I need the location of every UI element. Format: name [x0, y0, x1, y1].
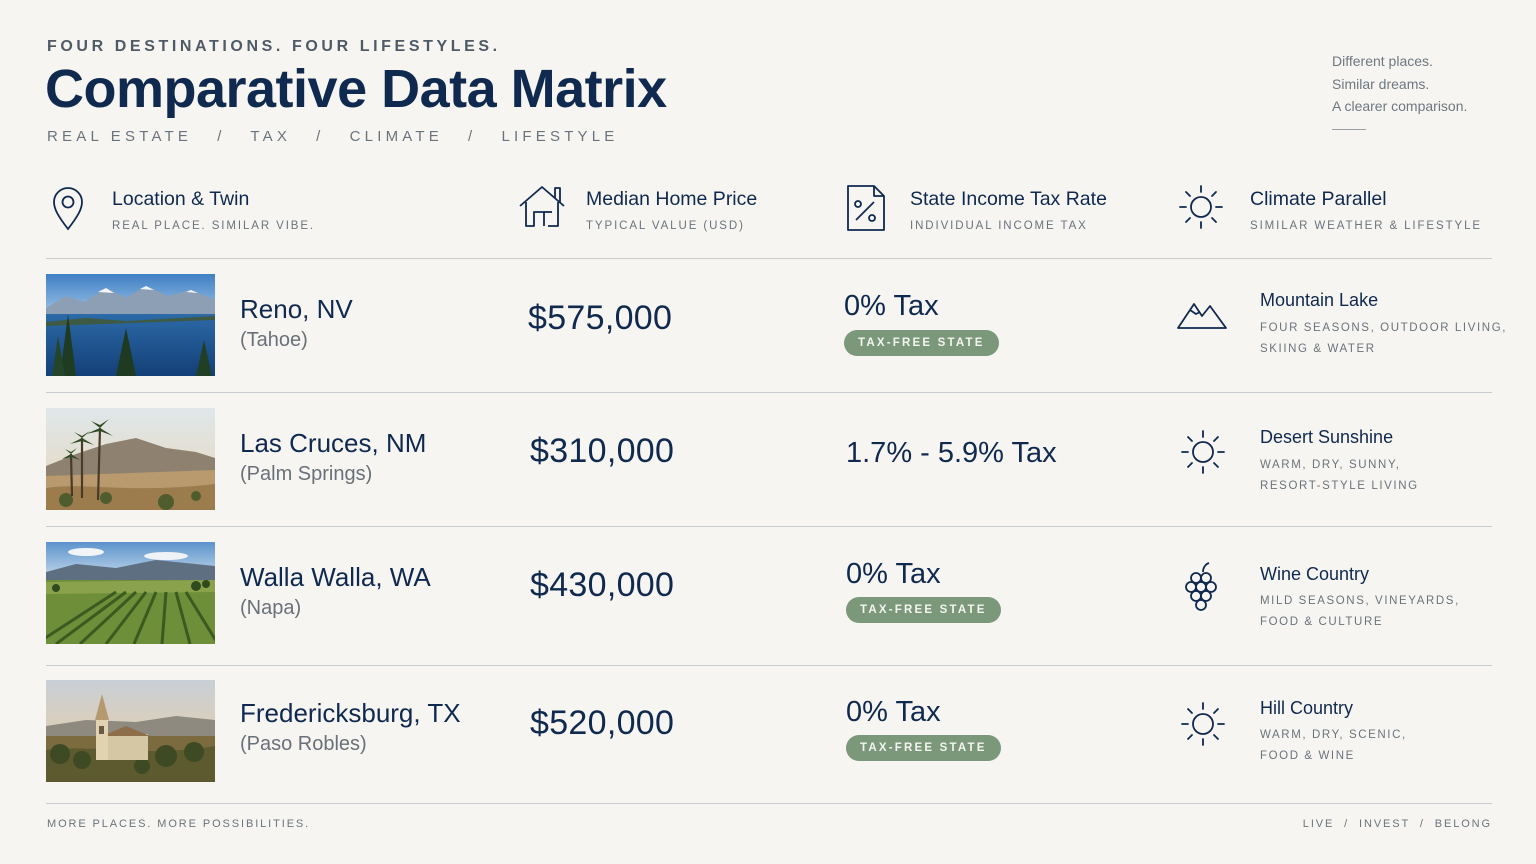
column-title: Median Home Price: [586, 188, 758, 210]
divider: [46, 526, 1492, 527]
climate-description: FOUR SEASONS, OUTDOOR LIVING, SKIING & W…: [1260, 318, 1507, 360]
median-price: $520,000: [530, 704, 675, 742]
climate-description: WARM, DRY, SCENIC, FOOD & WINE: [1260, 725, 1407, 767]
house-icon: [518, 182, 568, 232]
city-name: Reno, NV: [240, 294, 353, 324]
eyebrow-text: FOUR DESTINATIONS. FOUR LIFESTYLES.: [47, 38, 501, 55]
column-title: State Income Tax Rate: [910, 188, 1107, 210]
table-row: Walla Walla, WA (Napa) $430,000 0% Tax T…: [0, 540, 1536, 650]
desert-palms-photo: [46, 408, 215, 510]
median-price: $430,000: [530, 566, 675, 604]
column-subtitle: TYPICAL VALUE (USD): [586, 220, 745, 232]
mountain-lake-photo: [46, 274, 215, 376]
climate-description-line: FOUR SEASONS, OUTDOOR LIVING,: [1260, 322, 1508, 334]
climate-description-line: RESORT-STYLE LIVING: [1260, 480, 1419, 492]
tax-free-badge: TAX-FREE STATE: [846, 597, 1001, 623]
climate-title: Desert Sunshine: [1260, 427, 1394, 447]
vineyard-photo: [46, 542, 215, 644]
tagline-line: Similar dreams.: [1332, 75, 1430, 92]
tagline-line: A clearer comparison.: [1332, 98, 1468, 114]
table-row: Fredericksburg, TX (Paso Robles) $520,00…: [0, 678, 1536, 788]
twin-location: (Napa): [240, 597, 302, 619]
footer-right-text: LIVE / INVEST / BELONG: [1302, 818, 1492, 830]
grapes-icon: [1176, 560, 1228, 612]
percent-document-icon: [844, 182, 894, 232]
climate-description: MILD SEASONS, VINEYARDS, FOOD & CULTURE: [1260, 591, 1460, 633]
column-header-location: Location & Twin REAL PLACE. SIMILAR VIBE…: [46, 180, 486, 240]
climate-description: WARM, DRY, SUNNY, RESORT-STYLE LIVING: [1260, 455, 1419, 497]
twin-location: (Tahoe): [240, 329, 308, 351]
city-name: Fredericksburg, TX: [240, 698, 461, 728]
column-header-tax: State Income Tax Rate INDIVIDUAL INCOME …: [844, 180, 1144, 240]
table-row: Las Cruces, NM (Palm Springs) $310,000 1…: [0, 406, 1536, 516]
sun-icon: [1176, 698, 1228, 750]
tagline-line: Different places.: [1332, 53, 1433, 69]
column-subtitle: SIMILAR WEATHER & LIFESTYLE: [1250, 220, 1482, 232]
tax-rate: 0% Tax: [844, 290, 939, 322]
city-name: Las Cruces, NM: [240, 428, 427, 458]
climate-description-line: FOOD & WINE: [1260, 750, 1355, 762]
climate-title: Mountain Lake: [1260, 290, 1379, 310]
divider: [46, 665, 1492, 666]
climate-description-line: FOOD & CULTURE: [1260, 616, 1384, 628]
table-row: Reno, NV (Tahoe) $575,000 0% Tax TAX-FRE…: [0, 272, 1536, 382]
climate-description-line: SKIING & WATER: [1260, 343, 1376, 355]
divider: [46, 258, 1492, 259]
climate-description-line: WARM, DRY, SCENIC,: [1260, 729, 1407, 741]
column-header-price: Median Home Price TYPICAL VALUE (USD): [518, 180, 818, 240]
sun-icon: [1176, 182, 1226, 232]
column-header-climate: Climate Parallel SIMILAR WEATHER & LIFES…: [1176, 180, 1492, 240]
median-price: $310,000: [530, 432, 675, 470]
climate-description-line: MILD SEASONS, VINEYARDS,: [1260, 595, 1460, 607]
column-subtitle: REAL PLACE. SIMILAR VIBE.: [112, 220, 316, 232]
twin-location: (Palm Springs): [240, 463, 373, 485]
median-price: $575,000: [528, 299, 673, 337]
twin-location: (Paso Robles): [240, 733, 367, 755]
sun-icon: [1176, 426, 1228, 478]
column-title: Location & Twin: [112, 188, 250, 210]
tax-rate: 1.7% - 5.9% Tax: [846, 437, 1057, 469]
city-name: Walla Walla, WA: [240, 562, 431, 592]
tax-free-badge: TAX-FREE STATE: [846, 735, 1001, 761]
hill-country-church-photo: [46, 680, 215, 782]
divider: [46, 392, 1492, 393]
climate-title: Hill Country: [1260, 698, 1354, 718]
column-subtitle: INDIVIDUAL INCOME TAX: [910, 220, 1088, 232]
tagline-divider: [1332, 129, 1366, 130]
tax-free-badge: TAX-FREE STATE: [844, 330, 999, 356]
mountain-icon: [1176, 288, 1228, 340]
tagline: Different places. Similar dreams. A clea…: [1332, 50, 1467, 118]
column-title: Climate Parallel: [1250, 188, 1387, 210]
climate-title: Wine Country: [1260, 564, 1370, 584]
category-subline: REAL ESTATE / TAX / CLIMATE / LIFESTYLE: [47, 128, 619, 145]
climate-description-line: WARM, DRY, SUNNY,: [1260, 459, 1401, 471]
map-pin-icon: [46, 182, 96, 232]
footer-left-text: MORE PLACES. MORE POSSIBILITIES.: [47, 818, 311, 830]
divider: [46, 803, 1492, 804]
page-title: Comparative Data Matrix: [45, 59, 667, 119]
tax-rate: 0% Tax: [846, 558, 941, 590]
tax-rate: 0% Tax: [846, 696, 941, 728]
